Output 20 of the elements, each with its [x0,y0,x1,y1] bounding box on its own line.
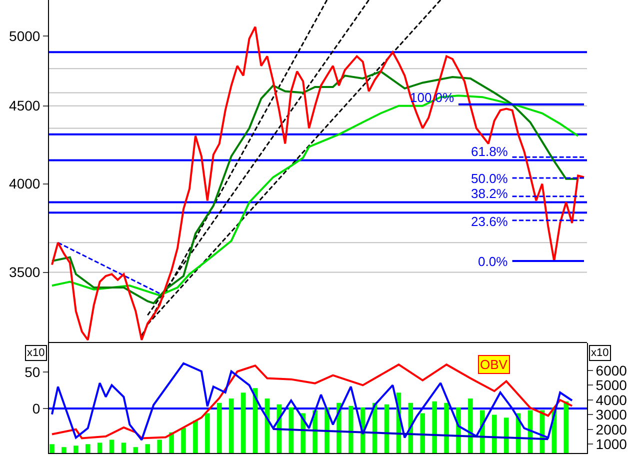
y2-tick-label: 5000 [596,377,628,394]
y2-tick-label: 4000 [596,392,628,408]
y-tick-label: 0 [32,400,40,416]
y2-tick-label: 1000 [596,436,628,452]
text: x10 [591,347,609,359]
y2-tick-label: 2000 [596,421,628,438]
series-label: 0.0% [478,254,508,269]
y2-tick-label: 3000 [596,406,628,423]
series-label: 50.0% [471,171,508,186]
series-label: OBV [480,357,508,372]
y-tick-label: 4500 [9,98,40,114]
series-label: 38.2% [471,186,508,201]
y-tick-label: 3500 [9,264,40,280]
y-tick-label: 50 [24,364,40,380]
y-tick-label: 5000 [9,28,40,44]
y-tick-label: 4000 [9,176,40,192]
text: x10 [27,347,45,359]
y2-tick-label: 6000 [596,362,628,378]
series-label: 23.6% [471,214,508,229]
series-label: 61.8% [471,144,508,159]
